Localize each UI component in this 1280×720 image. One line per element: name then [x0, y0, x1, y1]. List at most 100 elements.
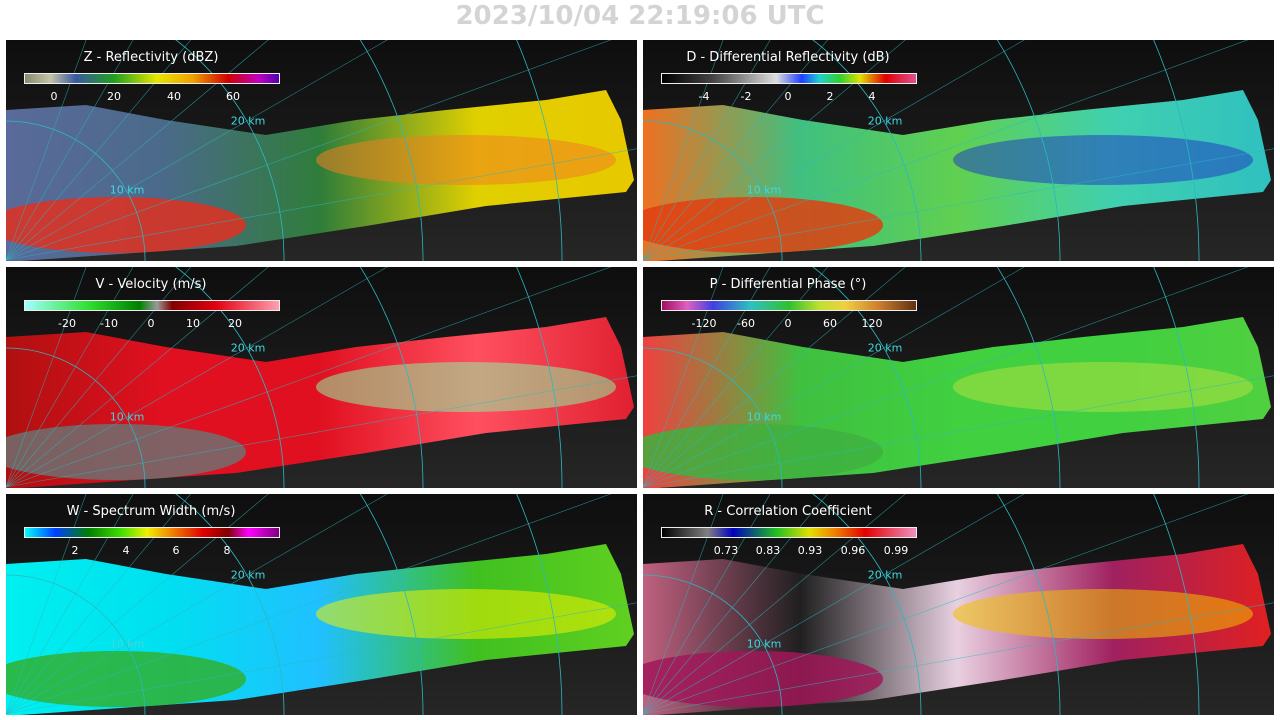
- colorbar-tick-label: 10: [186, 317, 200, 330]
- echo-core: [643, 424, 883, 480]
- range-ring: [812, 40, 922, 261]
- range-ring: [6, 574, 146, 715]
- echo-cell: [316, 589, 616, 639]
- range-ring: [996, 494, 1061, 715]
- echo-cell: [316, 135, 616, 185]
- range-ring: [6, 120, 146, 261]
- radar-panel: Z - Reflectivity (dBZ) 0 20 40 60 10 km 20 km: [6, 40, 637, 261]
- radar-image: [643, 494, 1274, 715]
- azimuth-line: [6, 267, 87, 488]
- azimuth-line: [643, 267, 906, 488]
- colorbar-tick-label: 4: [122, 544, 130, 557]
- range-ring: [812, 494, 922, 715]
- radar-panel: R - Correlation Coefficient 0.73 0.83 0.93 0…: [643, 494, 1274, 715]
- azimuth-line: [6, 494, 134, 715]
- azimuth-line: [6, 494, 612, 715]
- panel-title: W - Spectrum Width (m/s): [66, 504, 236, 519]
- range-ring: [175, 40, 285, 261]
- azimuth-line: [643, 148, 1274, 261]
- panel-title: D - Differential Reflectivity (dB): [686, 50, 890, 65]
- range-ring: [1153, 267, 1200, 488]
- radar-panel: P - Differential Phase (°) -120 -60 0 60 120 1…: [643, 267, 1274, 488]
- echo-cell: [953, 135, 1253, 185]
- echo-core: [643, 197, 883, 253]
- azimuth-line: [6, 267, 612, 488]
- radar-image: [643, 40, 1274, 261]
- colorbar-tick-label: 20: [228, 317, 242, 330]
- colorbar-tick-label: 120: [861, 317, 883, 330]
- range-ring: [175, 494, 285, 715]
- colorbar: [24, 73, 280, 84]
- colorbar-tick-label: -2: [740, 90, 752, 103]
- panel-title: R - Correlation Coefficient: [704, 504, 872, 519]
- colorbar-tick-label: 0: [784, 317, 792, 330]
- range-ring: [812, 267, 922, 488]
- azimuth-line: [6, 40, 269, 261]
- colorbar-tick-label: -20: [58, 317, 76, 330]
- azimuth-line: [643, 267, 1249, 488]
- echo-core: [6, 197, 246, 253]
- range-label: 10 km: [746, 410, 782, 424]
- azimuth-line: [6, 494, 191, 715]
- colorbar-tick-label: 20: [107, 90, 121, 103]
- radar-panel: W - Spectrum Width (m/s) 2 4 6 8 10 km 20 km: [6, 494, 637, 715]
- colorbar-tick-label: 0.83: [755, 544, 781, 557]
- azimuth-line: [6, 148, 637, 261]
- azimuth-line: [643, 267, 724, 488]
- panel-title: V - Velocity (m/s): [95, 277, 207, 292]
- range-label: 20 km: [230, 341, 266, 355]
- colorbar-tick-label: 60: [823, 317, 837, 330]
- colorbar: [24, 527, 280, 538]
- colorbar-tick-label: 0: [147, 317, 155, 330]
- range-ring: [1153, 494, 1200, 715]
- azimuth-line: [6, 40, 87, 261]
- colorbar-tick-label: 2: [71, 544, 79, 557]
- echo-cell: [316, 362, 616, 412]
- range-label: 10 km: [109, 637, 145, 651]
- echo-cell: [953, 589, 1253, 639]
- azimuth-line: [643, 494, 771, 715]
- azimuth-line: [643, 267, 1025, 488]
- range-label: 10 km: [746, 183, 782, 197]
- azimuth-line: [6, 40, 612, 261]
- colorbar-tick-label: 2: [826, 90, 834, 103]
- colorbar-tick-label: -10: [100, 317, 118, 330]
- colorbar-tick-label: 4: [868, 90, 876, 103]
- colorbar-tick-label: 0.99: [883, 544, 909, 557]
- range-ring: [643, 347, 783, 488]
- azimuth-line: [6, 602, 637, 715]
- range-ring: [516, 494, 563, 715]
- panel-title: P - Differential Phase (°): [709, 277, 867, 292]
- range-ring: [359, 267, 424, 488]
- range-ring: [359, 494, 424, 715]
- range-label: 20 km: [230, 114, 266, 128]
- azimuth-line: [6, 40, 388, 261]
- radar-panel: V - Velocity (m/s) -20 -10 0 10 20 10 km 20 km: [6, 267, 637, 488]
- azimuth-line: [643, 375, 1274, 488]
- range-ring: [996, 267, 1061, 488]
- range-ring: [6, 347, 146, 488]
- colorbar-tick-label: 6: [172, 544, 180, 557]
- colorbar: [24, 300, 280, 311]
- colorbar-tick-label: -4: [698, 90, 710, 103]
- colorbar-tick-label: 0: [50, 90, 58, 103]
- azimuth-line: [643, 602, 1274, 715]
- range-ring: [1153, 40, 1200, 261]
- azimuth-line: [643, 267, 771, 488]
- azimuth-line: [6, 494, 87, 715]
- azimuth-line: [643, 40, 1249, 261]
- azimuth-line: [6, 375, 637, 488]
- radar-image: [6, 40, 637, 261]
- range-ring: [359, 40, 424, 261]
- colorbar-tick-label: 0.73: [713, 544, 739, 557]
- range-label: 10 km: [109, 410, 145, 424]
- azimuth-line: [643, 494, 1249, 715]
- range-label: 20 km: [867, 568, 903, 582]
- colorbar: [661, 300, 917, 311]
- azimuth-line: [6, 494, 269, 715]
- azimuth-line: [6, 267, 388, 488]
- echo-core: [6, 651, 246, 707]
- azimuth-line: [643, 40, 724, 261]
- colorbar-tick-label: 60: [226, 90, 240, 103]
